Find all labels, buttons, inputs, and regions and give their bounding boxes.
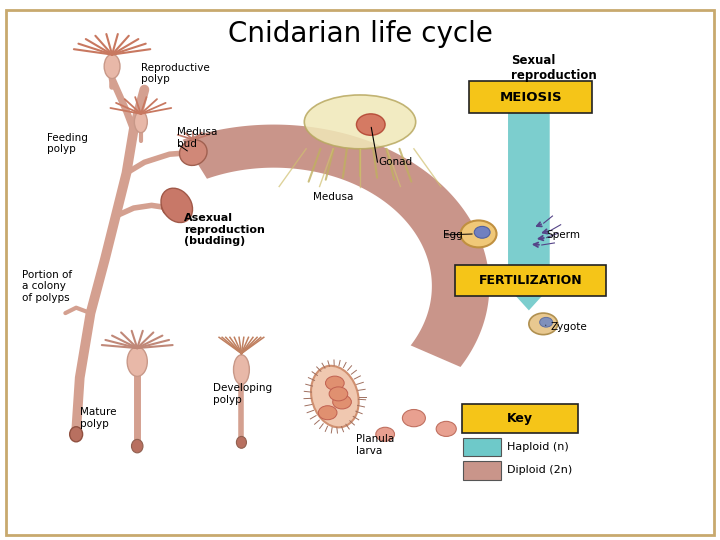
Text: Haploid (n): Haploid (n) xyxy=(508,442,569,452)
FancyArrow shape xyxy=(502,109,556,310)
Text: Sexual
reproduction: Sexual reproduction xyxy=(511,54,597,82)
Circle shape xyxy=(333,395,351,409)
Ellipse shape xyxy=(70,427,83,442)
Ellipse shape xyxy=(311,366,359,427)
Text: Feeding
polyp: Feeding polyp xyxy=(48,133,89,154)
Ellipse shape xyxy=(127,347,148,376)
Text: Portion of
a colony
of polyps: Portion of a colony of polyps xyxy=(22,269,73,303)
Text: Medusa: Medusa xyxy=(313,192,354,202)
FancyBboxPatch shape xyxy=(455,265,606,296)
Text: Planula
larva: Planula larva xyxy=(356,434,395,456)
Ellipse shape xyxy=(104,55,120,78)
Text: Egg: Egg xyxy=(443,230,462,240)
Ellipse shape xyxy=(161,197,178,216)
Text: Sperm: Sperm xyxy=(546,230,581,240)
Ellipse shape xyxy=(135,111,148,133)
Text: Developing
polyp: Developing polyp xyxy=(212,383,272,404)
Ellipse shape xyxy=(356,114,385,136)
Circle shape xyxy=(329,387,348,401)
Text: Medusa
bud: Medusa bud xyxy=(176,127,217,149)
Ellipse shape xyxy=(233,355,249,384)
Text: Gonad: Gonad xyxy=(378,157,412,167)
Circle shape xyxy=(325,376,344,390)
Text: Mature
polyp: Mature polyp xyxy=(80,407,116,429)
FancyBboxPatch shape xyxy=(469,82,592,113)
Circle shape xyxy=(436,421,456,436)
Text: Cnidarian life cycle: Cnidarian life cycle xyxy=(228,19,492,48)
Text: Key: Key xyxy=(507,412,533,425)
Circle shape xyxy=(402,409,426,427)
Text: MEIOSIS: MEIOSIS xyxy=(500,91,562,104)
Ellipse shape xyxy=(179,140,207,165)
FancyBboxPatch shape xyxy=(464,461,501,480)
Ellipse shape xyxy=(161,188,192,222)
FancyBboxPatch shape xyxy=(464,438,501,456)
Text: Diploid (2n): Diploid (2n) xyxy=(508,465,572,475)
Circle shape xyxy=(318,406,337,420)
Circle shape xyxy=(529,313,557,335)
FancyBboxPatch shape xyxy=(462,404,577,433)
Polygon shape xyxy=(183,125,490,367)
Circle shape xyxy=(540,318,552,327)
Ellipse shape xyxy=(236,436,246,448)
Text: Asexual
reproduction
(budding): Asexual reproduction (budding) xyxy=(184,213,265,246)
Ellipse shape xyxy=(305,95,415,149)
Text: FERTILIZATION: FERTILIZATION xyxy=(479,274,582,287)
Circle shape xyxy=(376,427,395,441)
Circle shape xyxy=(461,220,497,247)
Text: Zygote: Zygote xyxy=(550,321,588,332)
Ellipse shape xyxy=(132,440,143,453)
Circle shape xyxy=(474,226,490,238)
Text: Reproductive
polyp: Reproductive polyp xyxy=(141,63,210,84)
